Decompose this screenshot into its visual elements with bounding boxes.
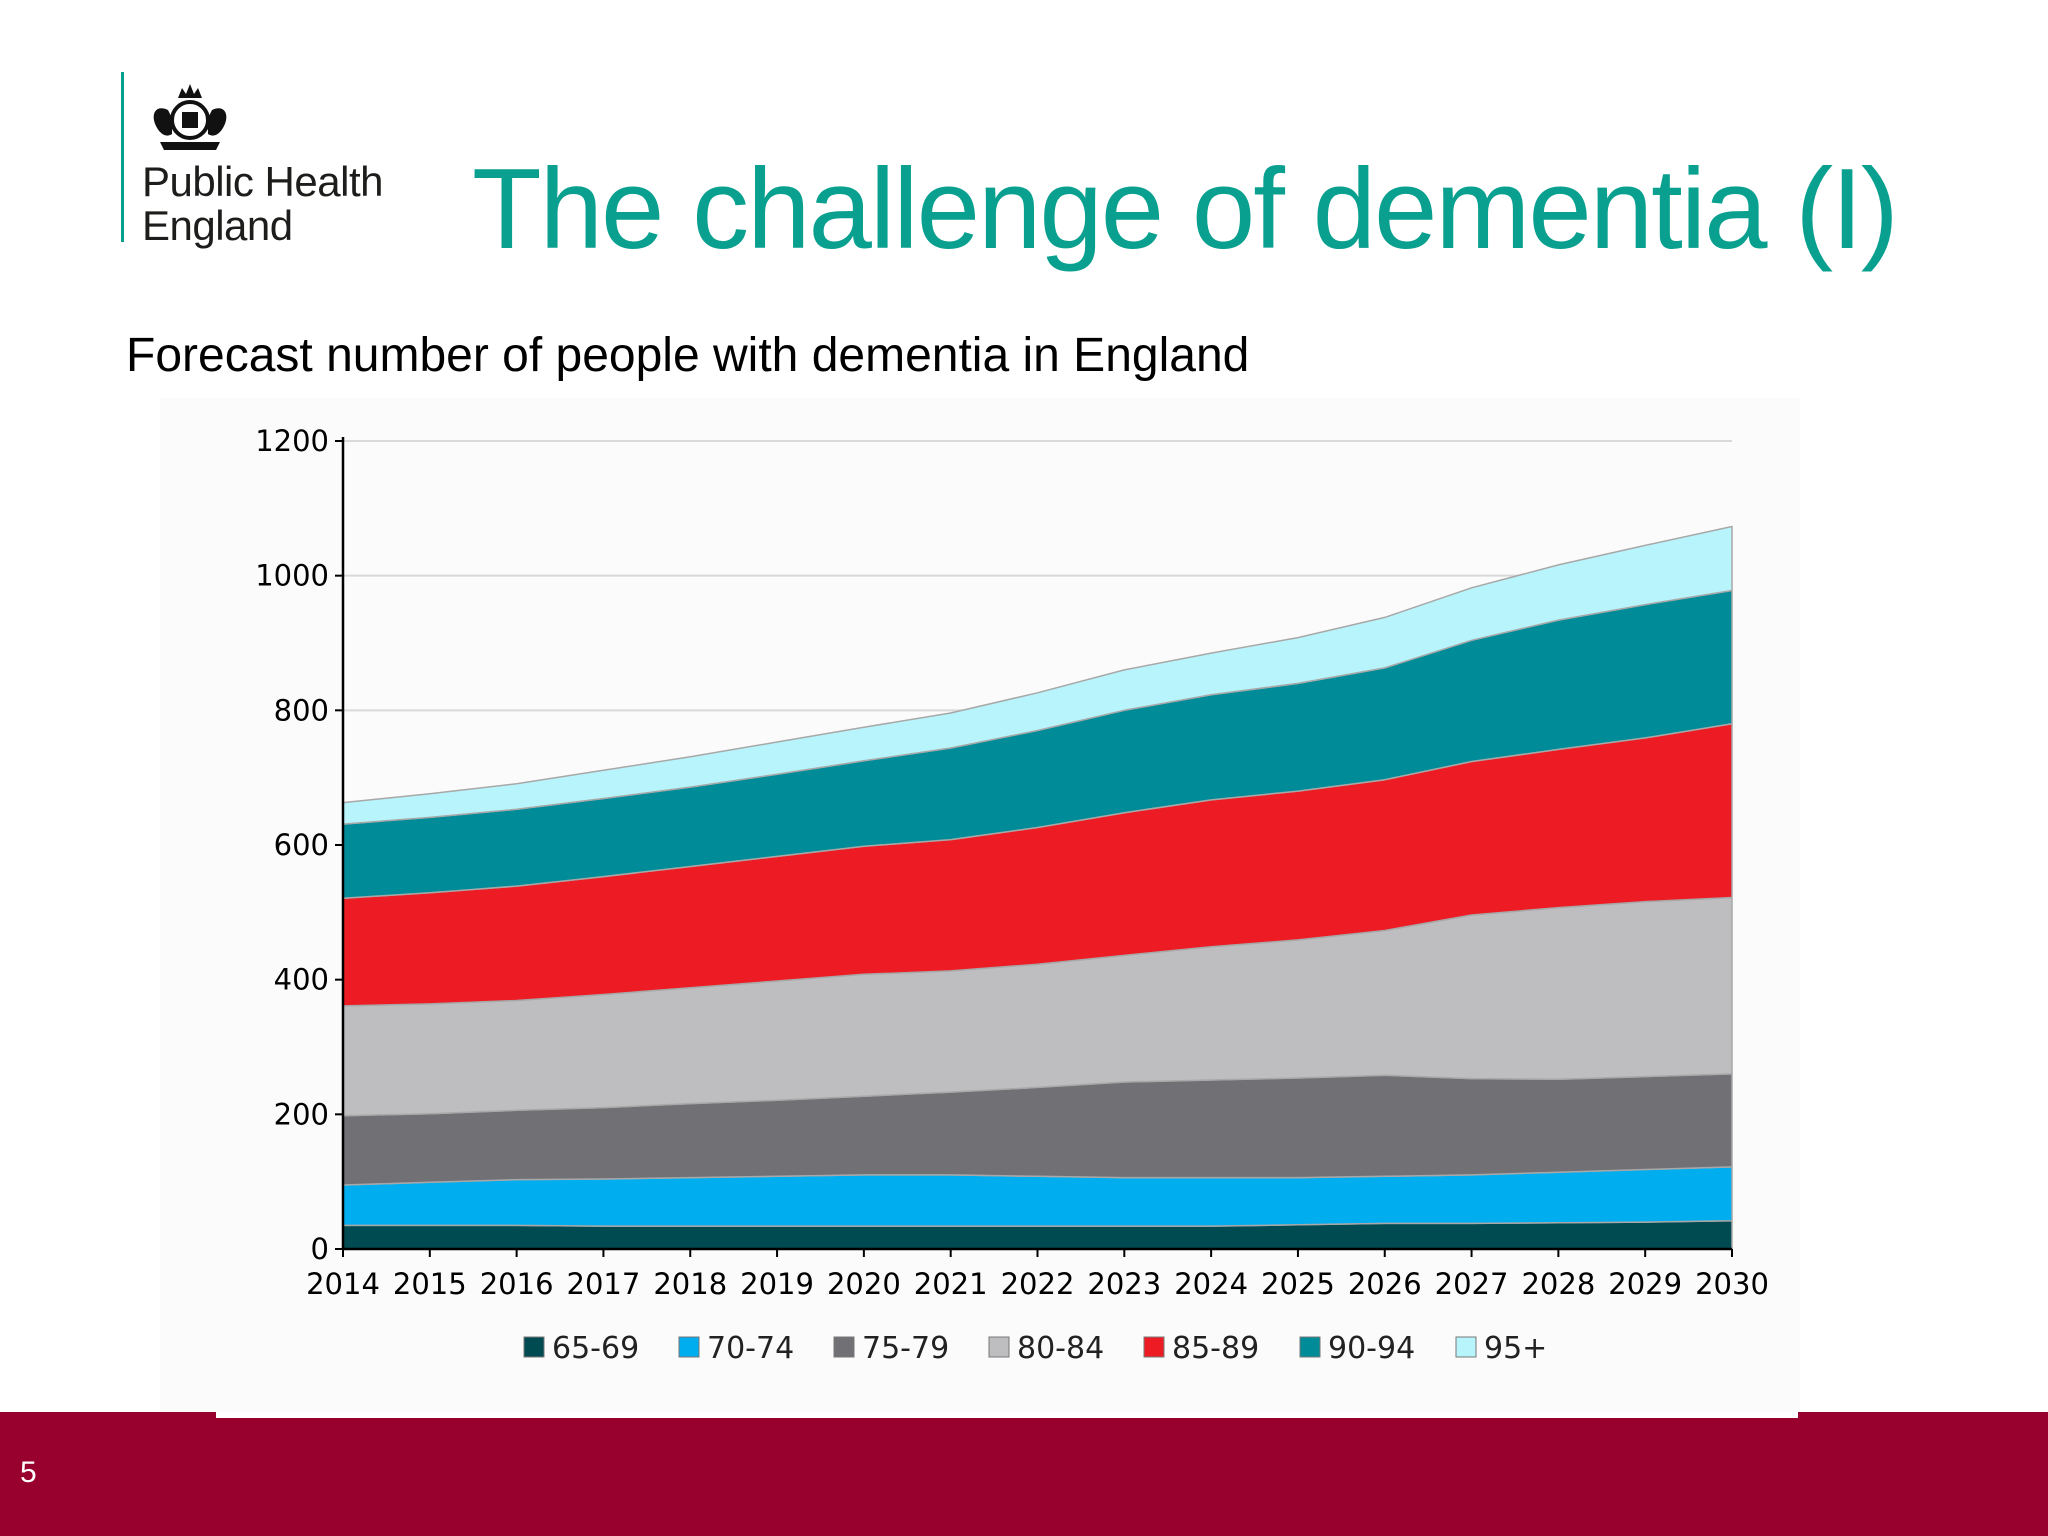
y-tick-label: 600 [274,828,329,862]
y-tick-label: 1000 [255,559,329,593]
y-tick-label: 0 [311,1232,329,1266]
footer-divider [216,1412,1798,1418]
x-tick-label: 2025 [1261,1267,1335,1301]
legend: 65-69 70-74 75-79 80-84 85-89 90-94 95+ [523,1331,1547,1366]
legend-label-70-74: 70-74 [707,1331,794,1366]
x-tick-label: 2030 [1695,1267,1769,1301]
legend-swatch-65-69 [523,1336,545,1358]
royal-coat-of-arms-icon [153,84,227,150]
axes: 0 200 400 600 800 1000 1200 2014 2015 2016 2017 201… [255,424,1769,1301]
area-95+ [342,525,1733,825]
y-tick-label: 1200 [255,424,329,458]
legend-label-80-84: 80-84 [1017,1331,1104,1366]
legend-label-95+: 95+ [1484,1331,1547,1366]
x-tick-label: 2018 [653,1267,727,1301]
x-tick-label: 2015 [393,1267,467,1301]
org-branding: Public Health England [121,72,383,248]
chart-container: 0 200 400 600 800 1000 1200 2014 2015 2016 2017 201… [160,398,1800,1416]
legend-label-65-69: 65-69 [552,1331,639,1366]
x-tick-label: 2027 [1435,1267,1509,1301]
x-tick-label: 2021 [914,1267,988,1301]
legend-swatch-85-89 [1143,1336,1165,1358]
chart-subtitle: Forecast number of people with dementia … [126,329,1250,382]
y-tick-label: 400 [274,963,329,997]
x-tick-label: 2014 [306,1267,380,1301]
legend-swatch-90-94 [1299,1336,1321,1358]
org-name-line-2: England [142,202,293,249]
org-name: Public Health England [142,160,383,248]
x-tick-label: 2023 [1087,1267,1161,1301]
footer-bar: 5 [0,1412,2048,1536]
x-tick-label: 2020 [827,1267,901,1301]
legend-swatch-75-79 [833,1336,855,1358]
org-name-line-1: Public Health [142,158,383,205]
x-tick-label: 2022 [1001,1267,1075,1301]
page-number: 5 [20,1456,37,1489]
x-tick-label: 2016 [480,1267,554,1301]
legend-label-75-79: 75-79 [862,1331,949,1366]
x-tick-label: 2024 [1174,1267,1248,1301]
x-tick-label: 2028 [1521,1267,1595,1301]
legend-label-90-94: 90-94 [1328,1331,1415,1366]
legend-label-85-89: 85-89 [1172,1331,1259,1366]
y-tick-label: 200 [274,1097,329,1131]
x-tick-label: 2029 [1608,1267,1682,1301]
y-tick-label: 800 [274,693,329,727]
series-areas [342,525,1733,1250]
legend-swatch-70-74 [678,1336,700,1358]
page-title: The challenge of dementia (I) [472,146,1899,273]
x-tick-label: 2017 [567,1267,641,1301]
legend-swatch-80-84 [988,1336,1010,1358]
x-tick-label: 2026 [1348,1267,1422,1301]
legend-swatch-95+ [1455,1336,1477,1358]
stacked-area-chart: 0 200 400 600 800 1000 1200 2014 2015 2016 2017 201… [255,424,1769,1366]
x-tick-label: 2019 [740,1267,814,1301]
